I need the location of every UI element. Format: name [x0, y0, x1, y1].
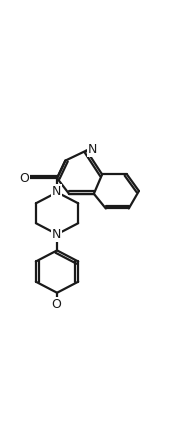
Text: O: O — [19, 172, 29, 184]
Text: N: N — [88, 143, 97, 156]
Text: O: O — [52, 297, 62, 311]
Text: N: N — [52, 185, 61, 198]
Text: N: N — [52, 229, 61, 241]
